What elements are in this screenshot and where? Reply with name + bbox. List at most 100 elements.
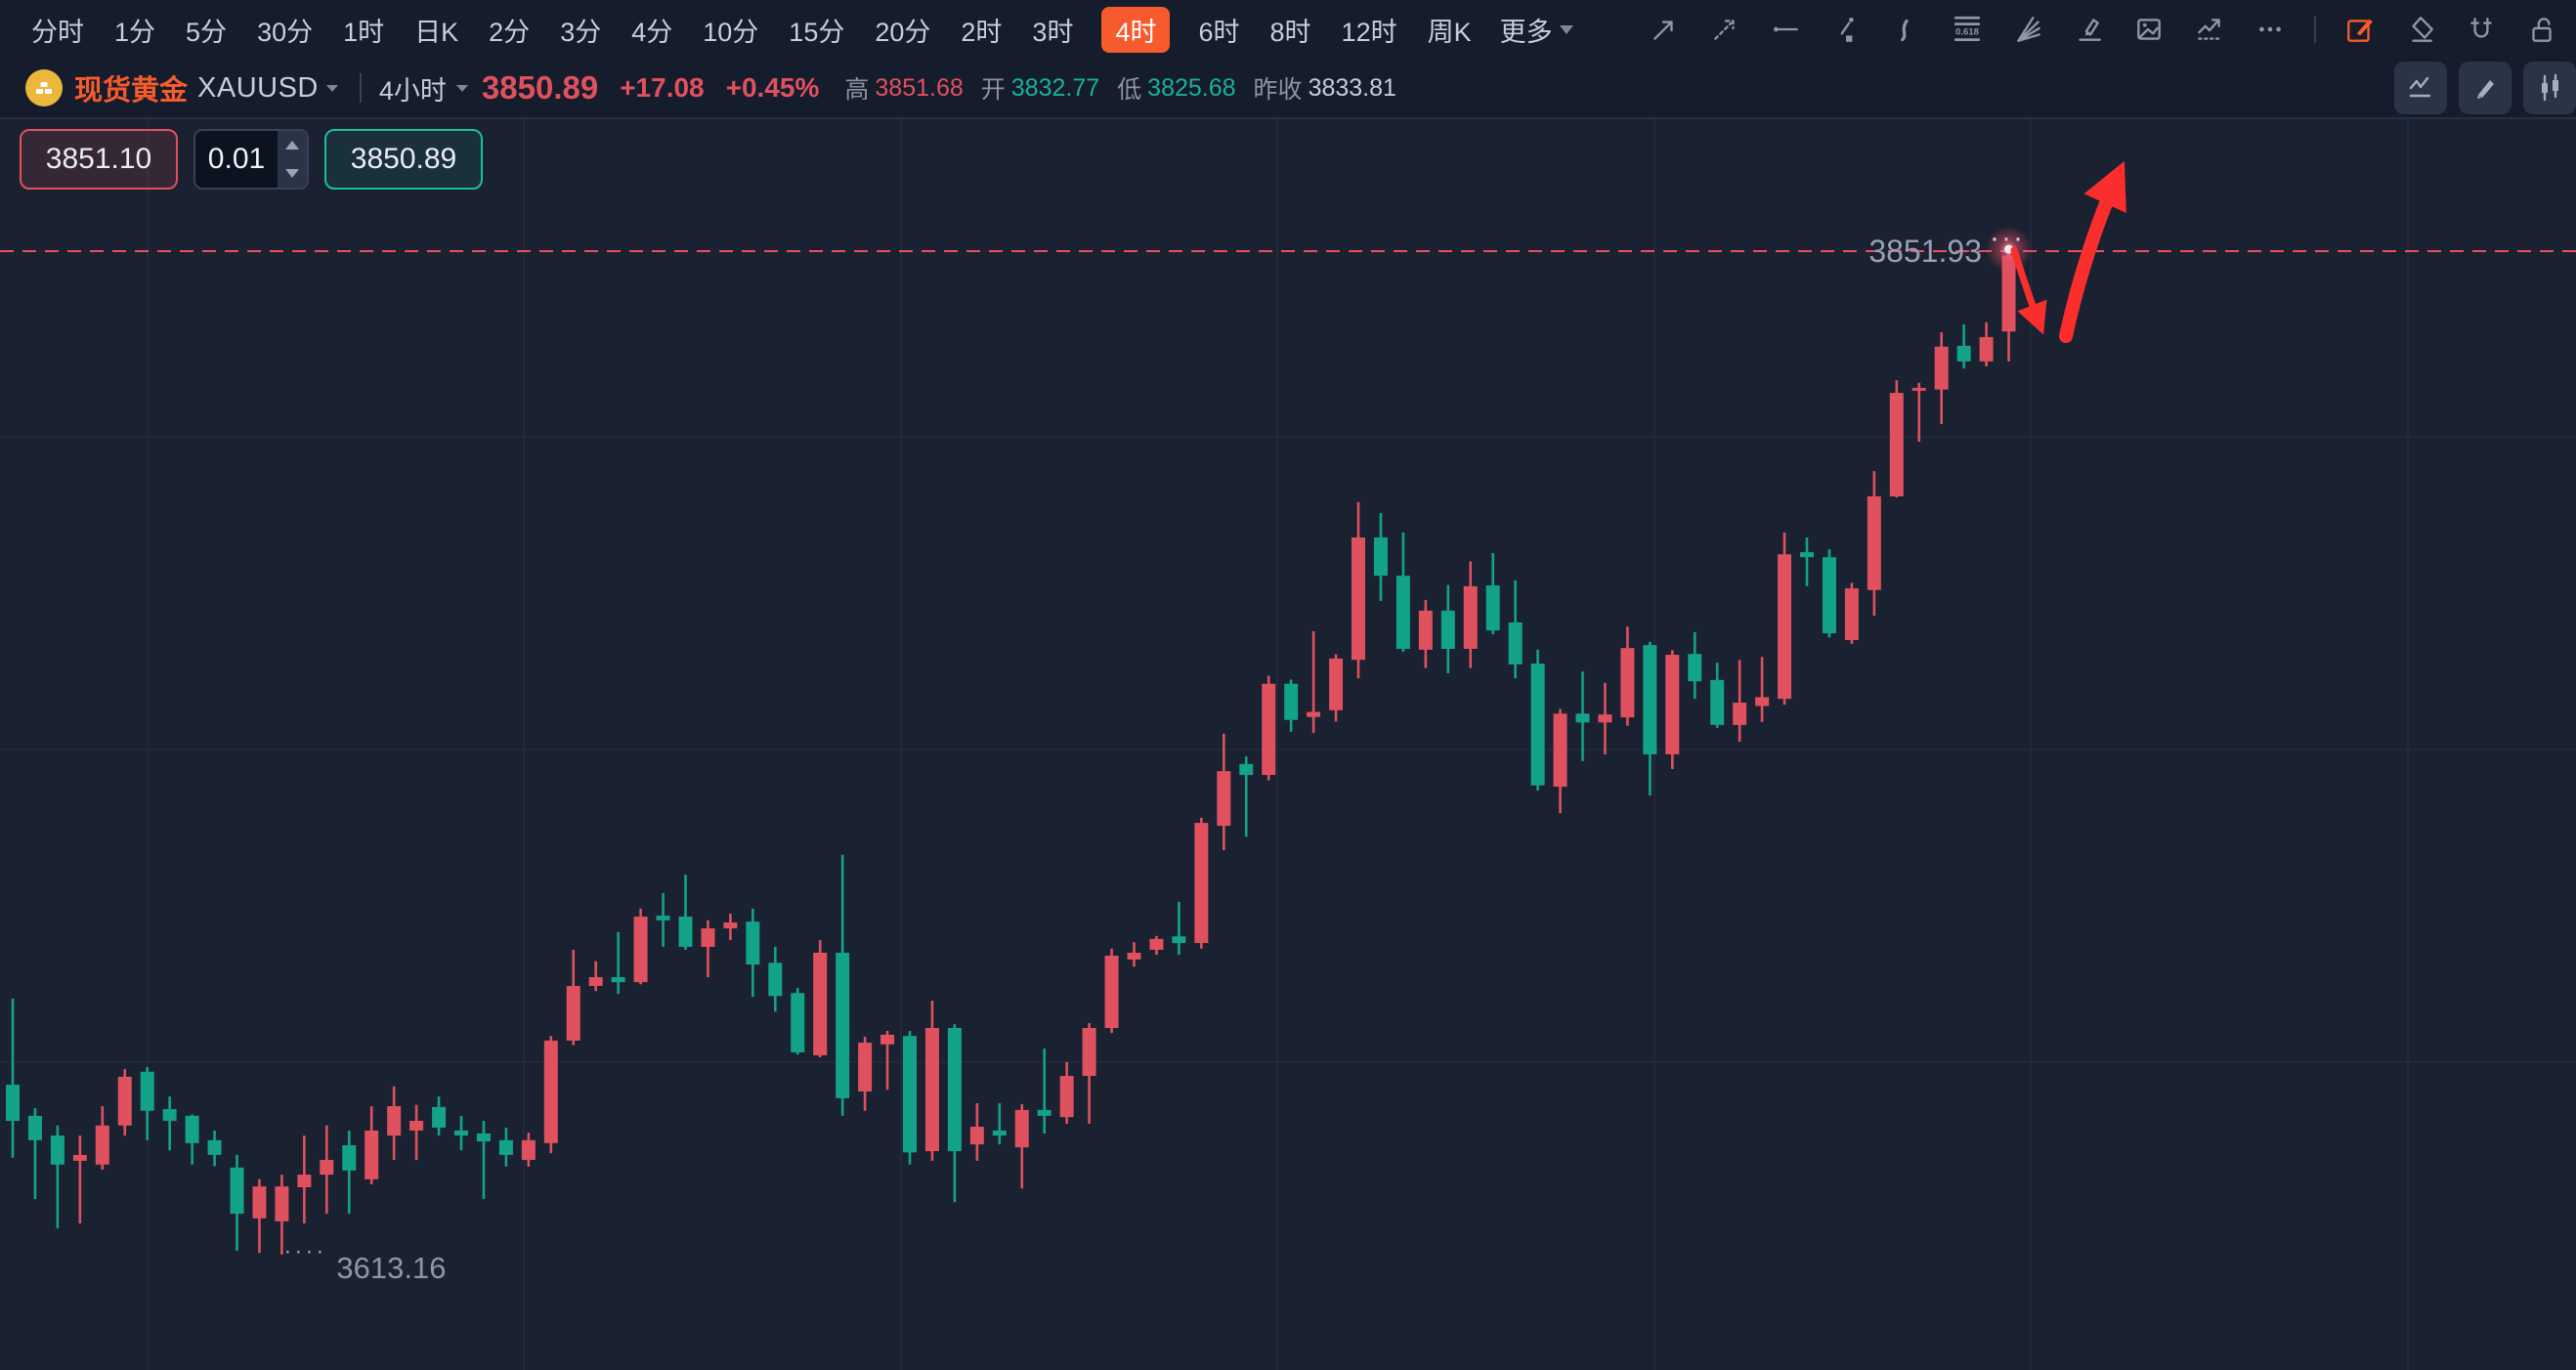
quantity-down-button[interactable] — [278, 159, 307, 188]
timeframe-4[interactable]: 30分 — [255, 7, 315, 53]
candle[interactable] — [342, 1130, 357, 1215]
candle[interactable] — [791, 988, 805, 1055]
candlestick-chart[interactable]: 3851.93·······3613.16 — [0, 119, 2576, 1370]
candle[interactable] — [588, 961, 603, 992]
candle[interactable] — [297, 1135, 312, 1223]
candle[interactable] — [1194, 817, 1209, 949]
eraser-icon[interactable] — [2404, 13, 2437, 46]
polyline-icon[interactable] — [1829, 13, 1863, 46]
candle[interactable] — [1217, 733, 1231, 851]
indicator-icon[interactable] — [2193, 13, 2226, 46]
candle[interactable] — [701, 920, 715, 977]
candle[interactable] — [1934, 332, 1949, 424]
candle[interactable] — [1553, 708, 1567, 814]
candle[interactable] — [543, 1036, 558, 1154]
timeframe-10[interactable]: 10分 — [701, 7, 760, 53]
candle[interactable] — [498, 1127, 513, 1167]
gann-fan-icon[interactable] — [2011, 13, 2044, 46]
candle[interactable] — [1822, 549, 1836, 638]
candle[interactable] — [409, 1104, 424, 1161]
sell-button[interactable]: 3851.10 — [20, 129, 178, 190]
candle[interactable] — [969, 1102, 984, 1161]
unlock-icon[interactable] — [2525, 13, 2558, 46]
timeframe-12[interactable]: 20分 — [873, 7, 932, 53]
timeframe-14[interactable]: 3时 — [1030, 7, 1075, 53]
candle[interactable] — [275, 1175, 289, 1255]
buy-button[interactable]: 3850.89 — [324, 129, 483, 190]
timeframe-3[interactable]: 5分 — [184, 7, 229, 53]
candle[interactable] — [521, 1133, 536, 1167]
candle[interactable] — [633, 908, 648, 985]
candle[interactable] — [1104, 948, 1119, 1034]
candle[interactable] — [50, 1125, 64, 1229]
candle[interactable] — [1149, 935, 1164, 956]
candle[interactable] — [252, 1178, 267, 1254]
chart-style-button[interactable] — [2394, 62, 2447, 114]
candle[interactable] — [723, 913, 738, 941]
candle[interactable] — [1418, 600, 1433, 668]
candle[interactable] — [813, 940, 828, 1058]
candle[interactable] — [1867, 471, 1881, 617]
candle[interactable] — [1979, 321, 1994, 366]
candle[interactable] — [1329, 654, 1344, 722]
candle[interactable] — [746, 908, 760, 998]
candle[interactable] — [1059, 1061, 1074, 1125]
trend-line-icon[interactable] — [1648, 13, 1681, 46]
candle[interactable] — [185, 1114, 199, 1165]
candle[interactable] — [1395, 532, 1410, 653]
candle[interactable] — [1307, 630, 1321, 734]
candle[interactable] — [1911, 382, 1926, 442]
timeframe-2[interactable]: 1分 — [112, 7, 157, 53]
candle[interactable] — [566, 949, 580, 1046]
timeframe-11[interactable]: 15分 — [787, 7, 846, 53]
candle[interactable] — [1688, 631, 1702, 700]
highlighter-icon[interactable] — [2072, 13, 2105, 46]
candle[interactable] — [432, 1096, 447, 1136]
more-tools-icon[interactable] — [2254, 13, 2287, 46]
candle[interactable] — [836, 854, 850, 1116]
candle[interactable] — [1172, 901, 1186, 956]
candle[interactable] — [454, 1115, 468, 1151]
timeframe-more-button[interactable]: 更多 — [1500, 11, 1573, 49]
fibonacci-icon[interactable]: 0.618 — [1951, 13, 1984, 46]
candle[interactable] — [140, 1066, 154, 1140]
candle[interactable] — [476, 1121, 491, 1200]
chart-area[interactable]: 3851.93·······3613.16 3851.10 0.01 3850.… — [0, 119, 2576, 1370]
drawn-arrow-down[interactable] — [2010, 246, 2047, 335]
candle[interactable] — [1530, 649, 1545, 791]
candle[interactable] — [1037, 1049, 1052, 1134]
candle[interactable] — [1755, 657, 1770, 722]
candle[interactable] — [947, 1024, 962, 1203]
chevron-down-icon[interactable] — [325, 84, 338, 92]
quantity-up-button[interactable] — [278, 131, 307, 159]
timeframe-19[interactable]: 周K — [1426, 7, 1474, 53]
candle[interactable] — [768, 946, 783, 1012]
candle[interactable] — [1643, 641, 1657, 796]
timeframe-7[interactable]: 2分 — [487, 7, 532, 53]
edit-icon[interactable] — [2343, 13, 2377, 46]
candle[interactable] — [1575, 671, 1590, 761]
timeframe-17[interactable]: 8时 — [1268, 7, 1313, 53]
candle[interactable] — [1889, 380, 1904, 498]
candle[interactable] — [1239, 756, 1254, 837]
draw-button[interactable] — [2459, 62, 2512, 114]
candle[interactable] — [1778, 532, 1792, 706]
candle[interactable] — [924, 1001, 939, 1161]
candle[interactable] — [320, 1125, 334, 1215]
candle[interactable] — [27, 1108, 42, 1200]
symbol-code[interactable]: XAUUSD — [197, 71, 319, 104]
candle[interactable] — [992, 1102, 1007, 1145]
interval-selector[interactable]: 4小时 — [378, 75, 447, 106]
candle[interactable] — [903, 1031, 917, 1165]
brush-icon[interactable] — [1890, 13, 1923, 46]
candle[interactable] — [1665, 650, 1680, 770]
timeframe-6[interactable]: 日K — [412, 7, 460, 53]
candle[interactable] — [880, 1031, 895, 1091]
timeframe-16[interactable]: 6时 — [1196, 7, 1241, 53]
timeframe-9[interactable]: 4分 — [629, 7, 674, 53]
trend-line-dashed-icon[interactable] — [1708, 13, 1741, 46]
candle[interactable] — [117, 1069, 132, 1136]
candle[interactable] — [1014, 1103, 1029, 1189]
candle[interactable] — [6, 998, 20, 1158]
timeframe-8[interactable]: 3分 — [558, 7, 603, 53]
